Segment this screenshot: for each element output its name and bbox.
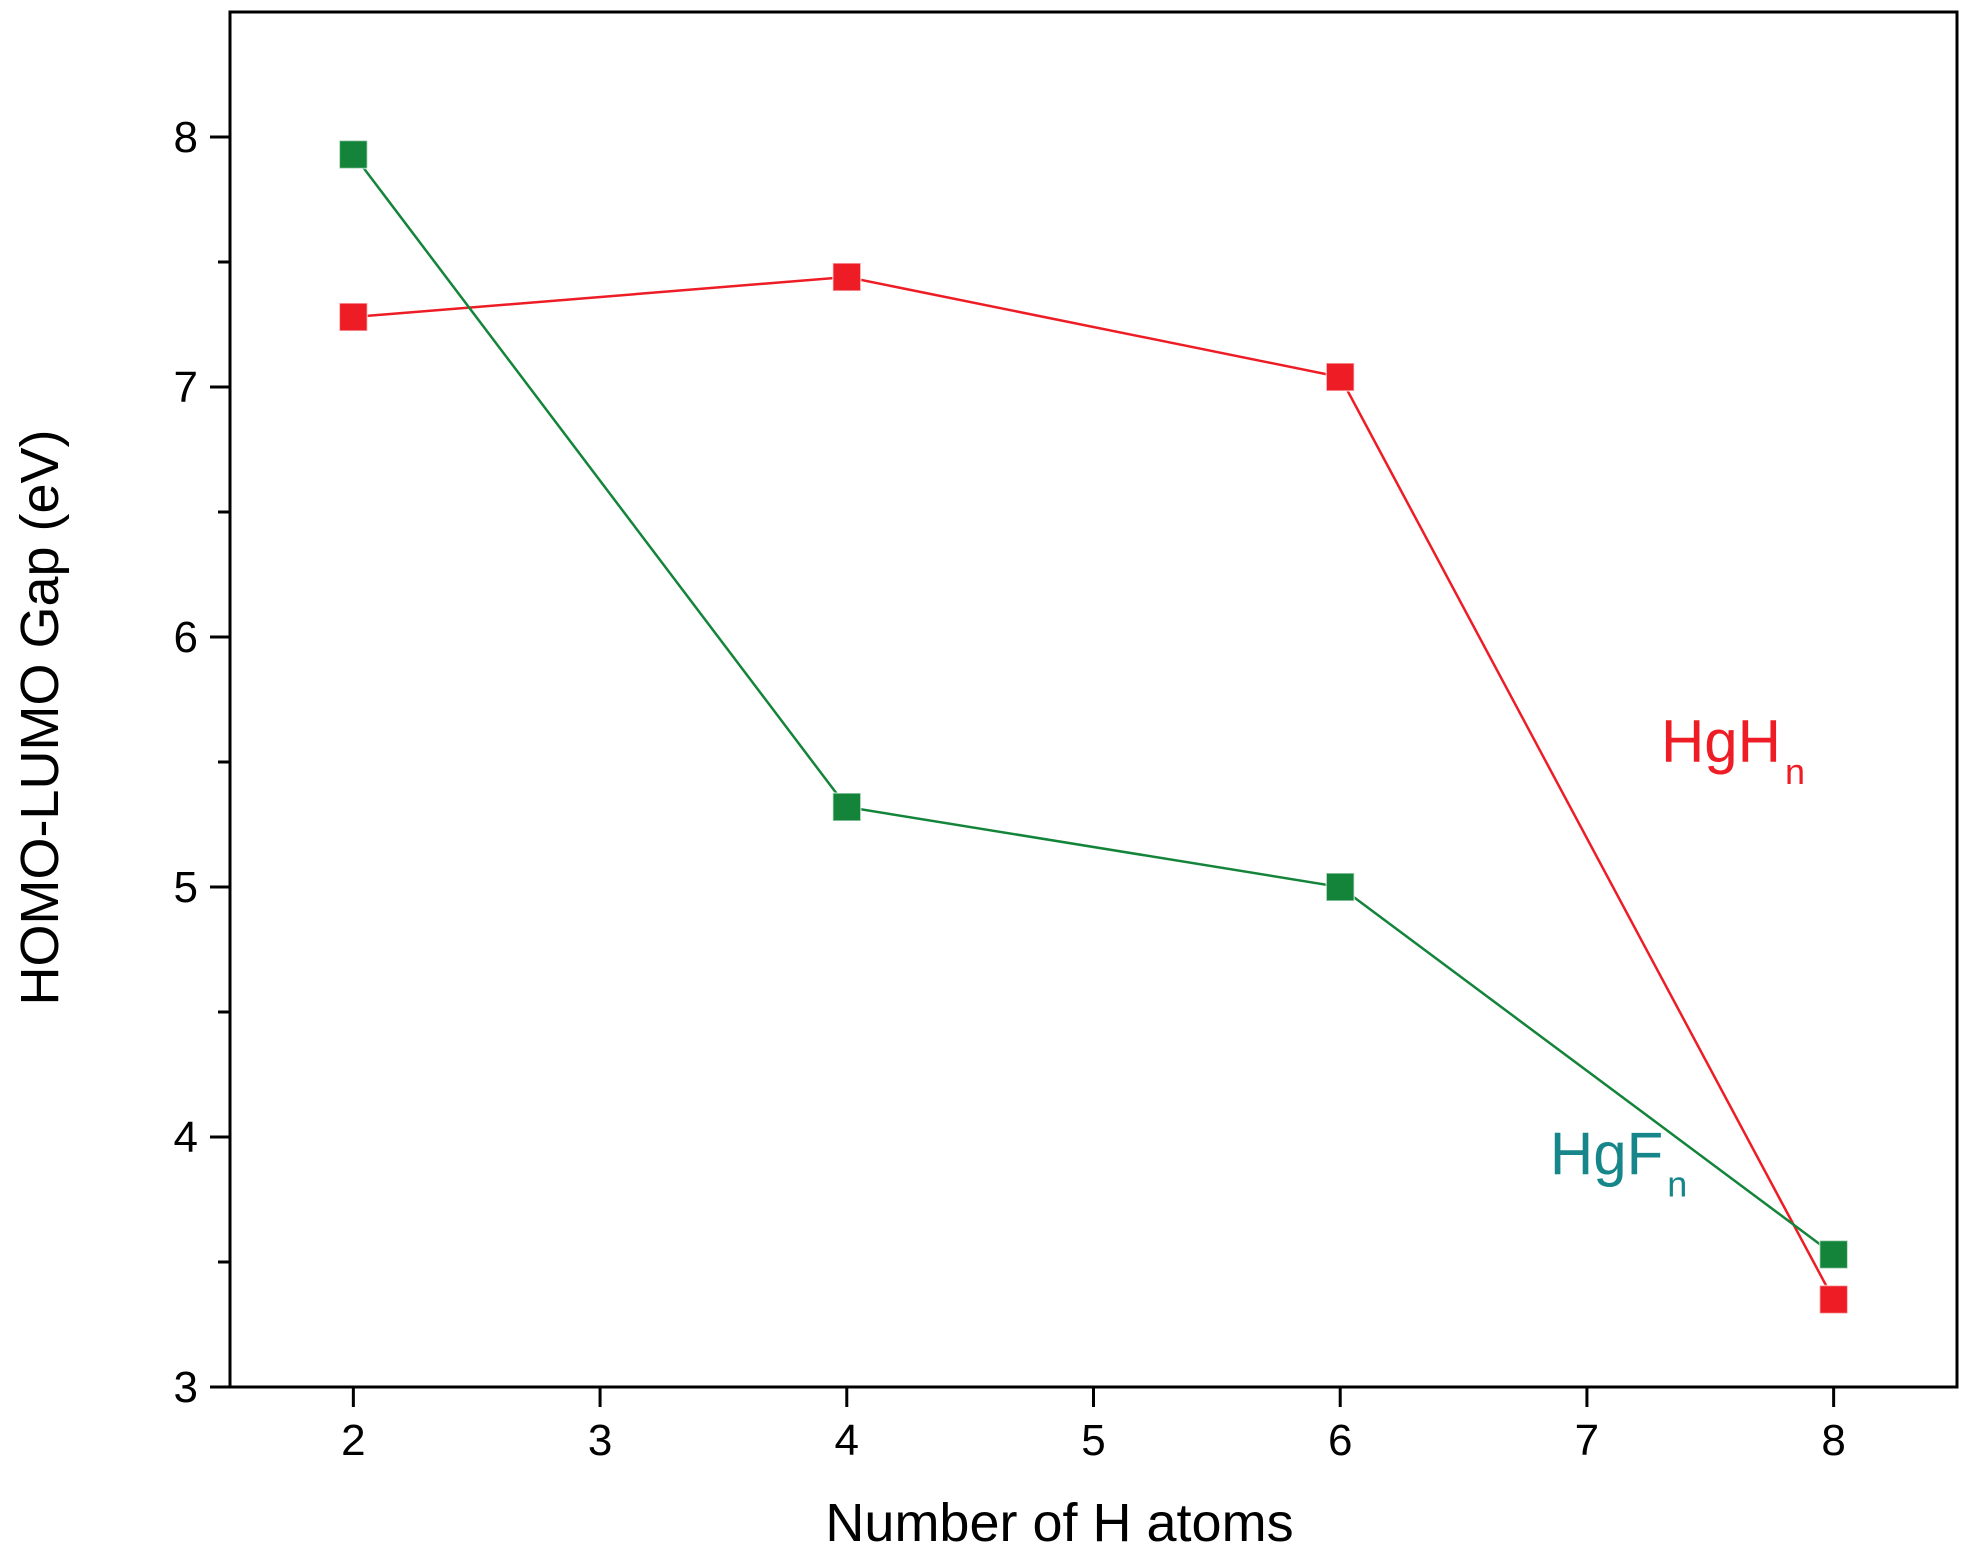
series-line-hgfn	[352, 153, 1835, 1256]
data-point-hgfn	[832, 792, 862, 822]
series-layer	[338, 139, 1849, 1315]
axes-layer: 2 3 4 5 6 7 8 3 4 5 6 7 8 Number of H atoms HOMO-LUMO …	[10, 10, 1959, 1553]
data-point-hgfn	[1325, 872, 1355, 902]
y-tick-label: 3	[174, 1363, 198, 1412]
x-tick-label: 5	[1081, 1416, 1105, 1465]
y-tick-label: 4	[174, 1113, 198, 1162]
data-point-hghn	[832, 262, 862, 292]
series-label-hgfn: HgF n	[1550, 1121, 1687, 1205]
x-tick-label: 4	[835, 1416, 859, 1465]
label-layer: HgH n HgF n	[1550, 708, 1805, 1205]
y-axis-title: HOMO-LUMO Gap (eV)	[10, 429, 70, 1005]
y-tick-label: 6	[174, 613, 198, 662]
data-point-hghn	[338, 302, 369, 332]
x-tick-label: 2	[341, 1416, 365, 1465]
plot-frame	[228, 10, 1959, 1389]
series-label-hghn: HgH n	[1661, 708, 1805, 792]
x-tick-label: 6	[1328, 1416, 1352, 1465]
data-point-hgfn	[338, 139, 369, 170]
y-tick-label: 8	[174, 113, 198, 162]
data-point-hghn	[1818, 1284, 1849, 1315]
x-tick-label: 3	[588, 1416, 612, 1465]
x-axis-title: Number of H atoms	[825, 1493, 1293, 1553]
y-tick-label: 7	[174, 363, 198, 412]
x-tick-label: 7	[1575, 1416, 1599, 1465]
y-tick-label: 5	[174, 863, 198, 912]
x-tick-label: 8	[1821, 1416, 1845, 1465]
data-point-hgfn	[1818, 1239, 1849, 1270]
series-line-hghn	[353, 275, 1835, 1301]
data-point-hghn	[1325, 362, 1355, 392]
